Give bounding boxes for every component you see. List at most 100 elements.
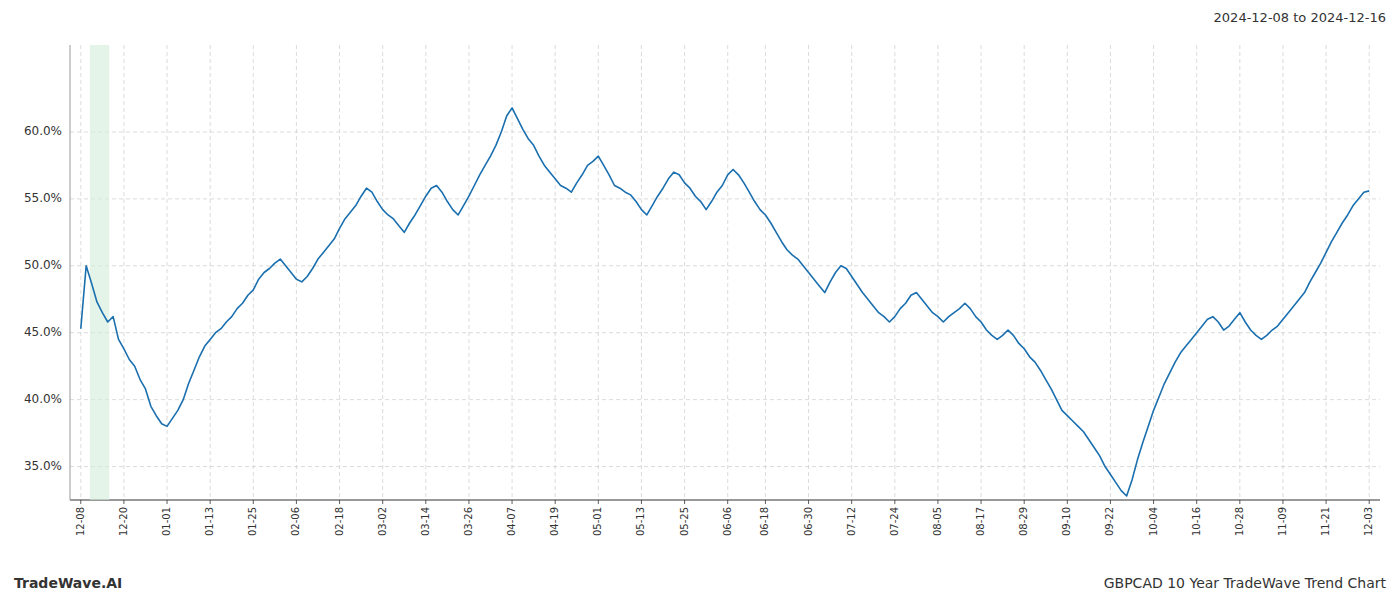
x-grid-line [1369, 45, 1370, 500]
x-grid-line [1282, 45, 1283, 500]
subtitle: 2024-12-08 to 2024-12-16 [1214, 10, 1386, 25]
x-tick [598, 500, 599, 504]
x-tick [727, 500, 728, 504]
title: GBPCAD 10 Year TradeWave Trend Chart [1104, 575, 1387, 591]
x-tick [1024, 500, 1025, 504]
plot-area [81, 45, 1369, 500]
x-tick-label: 05-25 [679, 507, 690, 536]
x-grid-line [555, 45, 556, 500]
x-grid-line [382, 45, 383, 500]
x-grid-line [894, 45, 895, 500]
x-tick [382, 500, 383, 504]
x-tick-label: 12-08 [75, 507, 86, 536]
x-tick-label: 10-04 [1148, 507, 1159, 536]
y-tick-label: 55.0% [24, 191, 62, 205]
x-tick-label: 02-06 [290, 507, 301, 536]
x-grid-line [1326, 45, 1327, 500]
y-tick-label: 60.0% [24, 124, 62, 138]
x-tick [808, 500, 809, 504]
x-tick [425, 500, 426, 504]
x-tick-label: 05-13 [635, 507, 646, 536]
x-tick-label: 08-17 [975, 507, 986, 536]
x-tick [210, 500, 211, 504]
annotation: TradeWave.AI [14, 575, 122, 591]
y-grid-line [70, 466, 1380, 467]
x-tick-label: 01-13 [204, 507, 215, 536]
x-tick [555, 500, 556, 504]
x-tick-label: 10-28 [1234, 507, 1245, 536]
x-tick-label: 03-26 [463, 507, 474, 536]
y-tick-label: 40.0% [24, 392, 62, 406]
x-tick-label: 03-14 [420, 507, 431, 536]
x-grid-line [765, 45, 766, 500]
x-grid-line [1196, 45, 1197, 500]
x-grid-line [123, 45, 124, 500]
x-tick-label: 11-21 [1320, 507, 1331, 536]
x-tick-label: 06-30 [803, 507, 814, 536]
x-tick-label: 12-20 [118, 507, 129, 536]
x-tick-label: 01-01 [161, 507, 172, 536]
x-tick [167, 500, 168, 504]
x-tick-label: 02-18 [334, 507, 345, 536]
x-tick-label: 07-12 [846, 507, 857, 536]
y-grid-line [70, 131, 1380, 132]
x-tick [123, 500, 124, 504]
y-grid-line [70, 332, 1380, 333]
x-tick [1239, 500, 1240, 504]
x-tick [1110, 500, 1111, 504]
y-tick-label: 35.0% [24, 459, 62, 473]
x-grid-line [512, 45, 513, 500]
x-grid-line [425, 45, 426, 500]
x-tick [512, 500, 513, 504]
x-axis-line [70, 500, 1380, 501]
x-tick-label: 01-25 [247, 507, 258, 536]
y-tick-label: 50.0% [24, 258, 62, 272]
y-grid-line [70, 399, 1380, 400]
x-grid-line [339, 45, 340, 500]
x-tick [1369, 500, 1370, 504]
x-grid-line [727, 45, 728, 500]
x-tick-label: 03-02 [377, 507, 388, 536]
x-grid-line [210, 45, 211, 500]
x-grid-line [641, 45, 642, 500]
x-tick [981, 500, 982, 504]
x-tick [937, 500, 938, 504]
chart: 35.0%40.0%45.0%50.0%55.0%60.0%12-0812-20… [0, 0, 1400, 600]
x-grid-line [1239, 45, 1240, 500]
x-tick-label: 08-29 [1018, 507, 1029, 536]
x-grid-line [851, 45, 852, 500]
x-tick-label: 06-06 [722, 507, 733, 536]
x-tick [1196, 500, 1197, 504]
x-grid-line [981, 45, 982, 500]
y-grid-line [70, 198, 1380, 199]
x-tick-label: 09-10 [1061, 507, 1072, 536]
x-tick-label: 04-07 [506, 507, 517, 536]
x-tick-label: 10-16 [1191, 507, 1202, 536]
x-tick-label: 07-24 [889, 507, 900, 536]
x-grid-line [684, 45, 685, 500]
x-tick [641, 500, 642, 504]
x-grid-line [167, 45, 168, 500]
x-grid-line [253, 45, 254, 500]
x-grid-line [296, 45, 297, 500]
x-tick [253, 500, 254, 504]
x-tick [684, 500, 685, 504]
x-tick [339, 500, 340, 504]
x-tick-label: 04-19 [549, 507, 560, 536]
x-grid-line [1067, 45, 1068, 500]
x-grid-line [1024, 45, 1025, 500]
x-grid-line [598, 45, 599, 500]
axes: 35.0%40.0%45.0%50.0%55.0%60.0%12-0812-20… [24, 45, 1380, 536]
x-tick-label: 11-09 [1277, 507, 1288, 536]
grid [70, 45, 1380, 500]
x-grid-line [468, 45, 469, 500]
trend-line [81, 108, 1369, 496]
x-tick [296, 500, 297, 504]
x-tick-label: 06-18 [759, 507, 770, 536]
x-tick [1282, 500, 1283, 504]
x-tick [851, 500, 852, 504]
x-tick-label: 08-05 [932, 507, 943, 536]
x-tick [1326, 500, 1327, 504]
x-tick [468, 500, 469, 504]
x-tick-label: 12-03 [1363, 507, 1374, 536]
